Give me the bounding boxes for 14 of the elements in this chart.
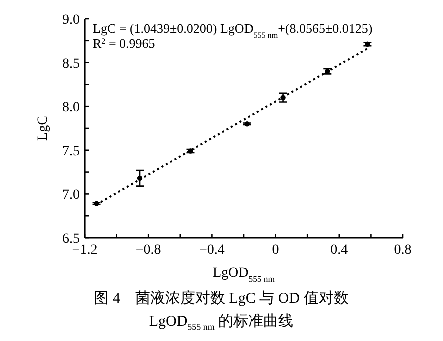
x-tick-label: 0 (272, 243, 280, 258)
y-tick-label: 8.5 (62, 56, 80, 72)
x-axis-title: LgOD$_{555 nm}$ (212, 266, 276, 284)
y-tick-label: 8.0 (62, 100, 80, 116)
caption: 图 4 菌液浓度对数 LgC 与 OD 值对数 LgOD$_{555 nm}$ 的标准曲线 (93, 289, 350, 334)
y-tick-label: 7.0 (62, 188, 80, 204)
point (137, 176, 143, 182)
x-tick-label: 0.8 (394, 243, 412, 258)
x-tick-label: −0.8 (136, 243, 162, 258)
y-tick-label: 7.5 (62, 144, 80, 160)
y-tick-label: 9.0 (62, 13, 80, 28)
x-tick-label: 0.4 (330, 243, 348, 258)
x-tick-label: −0.4 (199, 243, 225, 258)
y-axis-title: LgC (36, 116, 51, 141)
